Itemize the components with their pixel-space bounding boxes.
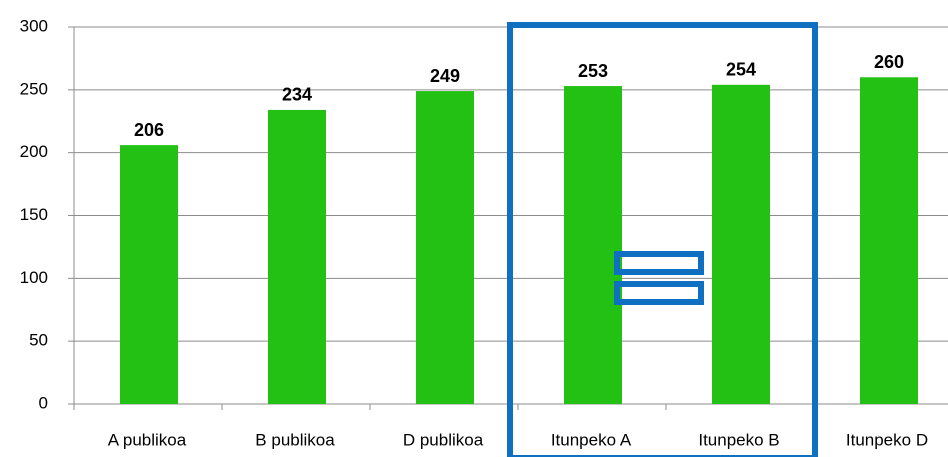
value-label: 234 [282, 85, 312, 105]
highlight [507, 22, 818, 457]
y-tick-label: 300 [20, 16, 48, 35]
x-tick-label: Itunpeko B [698, 430, 779, 449]
y-tick-label: 250 [20, 79, 48, 98]
x-tick-label: Itunpeko A [551, 430, 632, 449]
x-tick-label: B publikoa [255, 430, 335, 449]
value-label: 206 [134, 120, 164, 140]
plot-area: 0 50 100 150 200 250 300 A publikoa 206 B publiko… [20, 16, 948, 449]
value-label: 260 [874, 52, 904, 72]
x-tick-label: D publikoa [403, 430, 484, 449]
value-label: 253 [578, 61, 608, 81]
bar [564, 86, 622, 405]
y-tick-label: 100 [20, 268, 48, 287]
x-tick-label: A publikoa [108, 430, 187, 449]
y-tick-label: 200 [20, 142, 48, 161]
bar [416, 91, 474, 404]
y-tick-label: 150 [20, 205, 48, 224]
bar [860, 77, 918, 405]
bar [120, 145, 178, 405]
value-label: 249 [430, 66, 460, 86]
y-tick-label: 0 [39, 393, 48, 412]
bar [712, 84, 770, 404]
x-tick-label: Itunpeko D [846, 430, 928, 449]
highlight-box [507, 22, 818, 457]
bar [268, 109, 326, 404]
y-tick-label: 50 [29, 331, 48, 350]
equals-bar [614, 281, 704, 305]
value-label: 254 [726, 60, 756, 80]
equals-bar [614, 251, 704, 275]
